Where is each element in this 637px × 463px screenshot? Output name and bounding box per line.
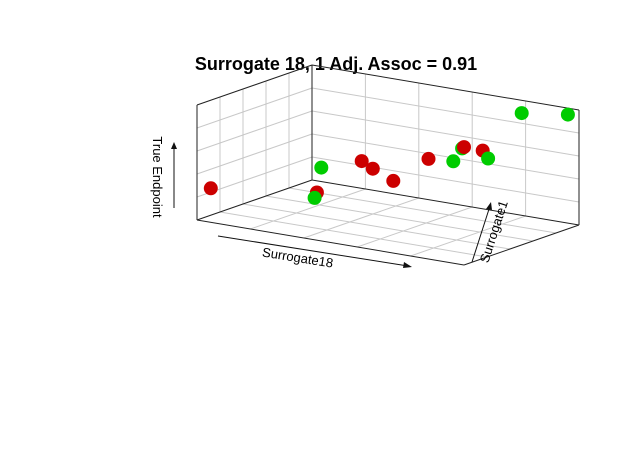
z-axis-label: True Endpoint [150,136,165,218]
box-edge [196,219,465,266]
box-edge [311,179,580,226]
z-axis-arrow [171,142,177,208]
grid-line [357,206,473,248]
grid-line [242,203,511,250]
box-edge [196,64,313,106]
box-edge [196,179,313,221]
data-point-series1-7 [457,140,471,155]
grid-line [288,187,557,234]
data-points [203,106,575,205]
grid-line [410,215,526,257]
grid-line [311,110,580,157]
grid-line [250,188,366,230]
grid-line [196,110,313,152]
data-point-series2-2 [307,190,322,205]
plot-box [196,64,580,266]
y-axis-arrow [471,202,492,263]
chart-title: Surrogate 18, 1 Adj. Assoc = 0.91 [195,54,477,74]
data-point-series1-5 [386,173,401,188]
grid-line [311,87,580,134]
data-point-series1-4 [365,161,380,176]
box-edge [463,224,580,266]
data-point-series2-5 [481,151,496,166]
data-point-series1-1 [203,181,218,196]
data-point-series2-3 [446,154,461,169]
grid-line [196,133,313,175]
x-axis-arrow [217,235,412,268]
data-point-series1-6 [421,151,436,166]
grid-line [219,211,488,258]
grid-line [196,87,313,129]
data-point-series2-6 [514,106,529,121]
box-edge [311,64,580,111]
grid-line [303,197,419,239]
grid-line [311,156,580,203]
data-point-series2-1 [314,160,329,175]
data-point-series2-7 [560,107,575,122]
grid-line [311,133,580,180]
data-point-series1-3 [354,154,369,169]
